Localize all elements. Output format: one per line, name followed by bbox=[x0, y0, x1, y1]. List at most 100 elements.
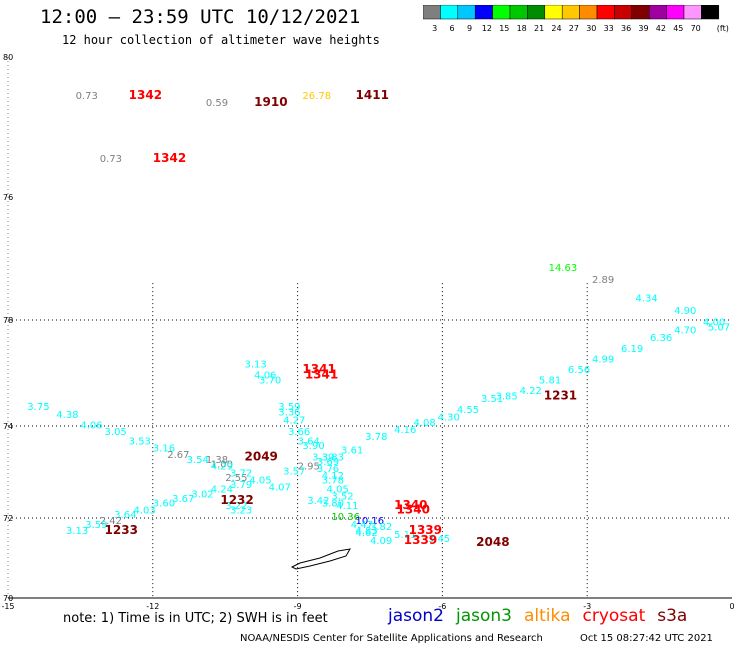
wave-height-reading: 3.23 bbox=[230, 505, 252, 516]
longitude-label: -3 bbox=[583, 602, 591, 611]
wave-height-reading: 3.36 bbox=[278, 407, 300, 418]
pass-time-label: 2049 bbox=[245, 450, 278, 464]
wave-height-reading: 3.64 bbox=[114, 510, 136, 521]
wave-height-reading: 3.60 bbox=[153, 499, 175, 510]
wave-height-reading: 4.16 bbox=[394, 425, 416, 436]
wave-height-reading: 4.06 bbox=[254, 370, 276, 381]
wave-height-reading: 3.45 bbox=[428, 534, 450, 545]
wave-height-reading: 4.38 bbox=[56, 410, 78, 421]
pass-time-label: 1339 bbox=[409, 523, 442, 537]
wave-height-reading: 3.53 bbox=[129, 436, 151, 447]
wave-height-reading: 3.39 bbox=[312, 453, 334, 464]
legend-label: 6 bbox=[450, 24, 455, 33]
legend-unit: (ft) bbox=[717, 24, 729, 33]
mission-legend: jason2 jason3 altika cryosat s3a bbox=[388, 606, 699, 626]
wave-height-reading: 3.57 bbox=[283, 466, 305, 477]
wave-height-reading: 3.52 bbox=[331, 492, 353, 503]
legend-label: 45 bbox=[673, 24, 683, 33]
wave-height-reading: 3.16 bbox=[153, 443, 175, 454]
wave-height-reading: 6.56 bbox=[568, 365, 590, 376]
legend-swatch bbox=[701, 5, 720, 20]
wave-height-reading: 3.66 bbox=[288, 427, 310, 438]
wave-height-reading: 4.29 bbox=[211, 462, 233, 473]
wave-height-reading: 4.03 bbox=[133, 505, 155, 516]
mission-label: s3a bbox=[657, 606, 688, 626]
wave-height-reading: 4.55 bbox=[457, 405, 479, 416]
wave-height-reading: 3.72 bbox=[230, 469, 252, 480]
legend-label: 21 bbox=[534, 24, 544, 33]
longitude-label: -15 bbox=[1, 602, 14, 611]
legend-label: 39 bbox=[638, 24, 648, 33]
pass-time-label: 1339 bbox=[404, 533, 437, 547]
wave-height-reading: 3.51 bbox=[481, 394, 503, 405]
latitude-label: 74 bbox=[3, 422, 13, 431]
wave-height-reading: 3.76 bbox=[317, 464, 339, 475]
pass-time-label: 1340 bbox=[394, 498, 427, 512]
wave-height-reading: 4.06 bbox=[80, 420, 102, 431]
wave-height-reading: 3.70 bbox=[259, 376, 281, 387]
wave-height-reading: 4.30 bbox=[438, 413, 460, 424]
wave-height-reading: 4.83 bbox=[356, 526, 378, 537]
mission-label: altika bbox=[524, 606, 571, 626]
wave-height-reading: 3.69 bbox=[317, 457, 339, 468]
legend-label: 70 bbox=[691, 24, 701, 33]
wave-height-reading: 3.05 bbox=[105, 427, 127, 438]
footer-timestamp: Oct 15 08:27:42 UTC 2021 bbox=[580, 633, 713, 644]
pass-time-label: 1342 bbox=[129, 88, 162, 102]
pass-time-label: 1341 bbox=[305, 367, 338, 381]
latitude-label: 70 bbox=[3, 594, 13, 603]
wave-height-reading: 10.36 bbox=[331, 512, 360, 523]
pass-time-label: 1411 bbox=[356, 88, 389, 102]
pass-time-label: 1232 bbox=[220, 493, 253, 507]
legend-label: 12 bbox=[482, 24, 492, 33]
wave-height-reading: 4.00 bbox=[703, 317, 725, 328]
wave-height-reading: 2.89 bbox=[592, 275, 614, 286]
pass-time-label: 1340 bbox=[397, 502, 430, 516]
wave-height-reading: 3.90 bbox=[302, 441, 324, 452]
wave-height-reading: 4.11 bbox=[336, 501, 358, 512]
longitude-label: -12 bbox=[146, 602, 159, 611]
wave-height-map: 80 76 78 74 72 70-15 -12 -9 -6 -3 0 0.73 0.59 26.78 0.… bbox=[1, 53, 734, 611]
pass-time-label: 1231 bbox=[544, 389, 577, 403]
latitude-label: 72 bbox=[3, 514, 13, 523]
mission-label: jason3 bbox=[456, 606, 512, 626]
legend-label: 42 bbox=[656, 24, 666, 33]
wave-height-reading: 4.22 bbox=[520, 386, 542, 397]
latitude-label: 80 bbox=[3, 53, 13, 62]
wave-height-reading: 5.07 bbox=[708, 323, 730, 334]
wave-height-reading: 3.75 bbox=[27, 402, 49, 413]
mission-label: cryosat bbox=[582, 606, 646, 626]
wave-height-reading: 3.78 bbox=[322, 476, 344, 487]
wave-height-reading: 4.24 bbox=[211, 485, 233, 496]
legend-label: 18 bbox=[517, 24, 527, 33]
wave-height-reading: 2.95 bbox=[298, 462, 320, 473]
wave-height-reading: 3.61 bbox=[341, 446, 363, 457]
wave-height-reading: 4.08 bbox=[413, 418, 435, 429]
legend-label: 36 bbox=[621, 24, 631, 33]
wave-height-reading: 4.12 bbox=[322, 471, 344, 482]
wave-height-reading: 14.63 bbox=[549, 263, 578, 274]
wave-height-reading: 3.59 bbox=[278, 402, 300, 413]
wave-height-reading: 4.07 bbox=[269, 482, 291, 493]
wave-height-reading: 26.78 bbox=[302, 91, 331, 102]
wave-height-reading: 3.59 bbox=[85, 520, 107, 531]
wave-height-reading: 10.16 bbox=[356, 516, 385, 527]
legend-label: 27 bbox=[569, 24, 579, 33]
wave-height-reading: 4.62 bbox=[356, 528, 378, 539]
wave-height-reading: 3.79 bbox=[230, 480, 252, 491]
wave-height-reading: 3.67 bbox=[172, 494, 194, 505]
page-title: 12:00 – 23:59 UTC 10/12/2021 bbox=[40, 6, 361, 28]
wave-height-reading: 4.27 bbox=[283, 415, 305, 426]
color-legend: 3 6 9 12 15 18 21 24 27 30 33 36 39 42 45 70 (ft) bbox=[423, 5, 729, 33]
longitude-label: -9 bbox=[294, 602, 302, 611]
pass-time-label: 1233 bbox=[105, 523, 138, 537]
pass-time-label: 1342 bbox=[153, 151, 186, 165]
page-subtitle: 12 hour collection of altimeter wave hei… bbox=[62, 33, 380, 47]
wave-height-reading: 0.59 bbox=[206, 98, 228, 109]
wave-height-reading: 0.73 bbox=[76, 91, 98, 102]
wave-height-reading: 3.13 bbox=[245, 360, 267, 371]
latitude-label: 76 bbox=[3, 193, 13, 202]
wave-height-reading: 1.38 bbox=[206, 455, 228, 466]
wave-height-reading: 3.54 bbox=[187, 455, 209, 466]
legend-label: 33 bbox=[604, 24, 614, 33]
